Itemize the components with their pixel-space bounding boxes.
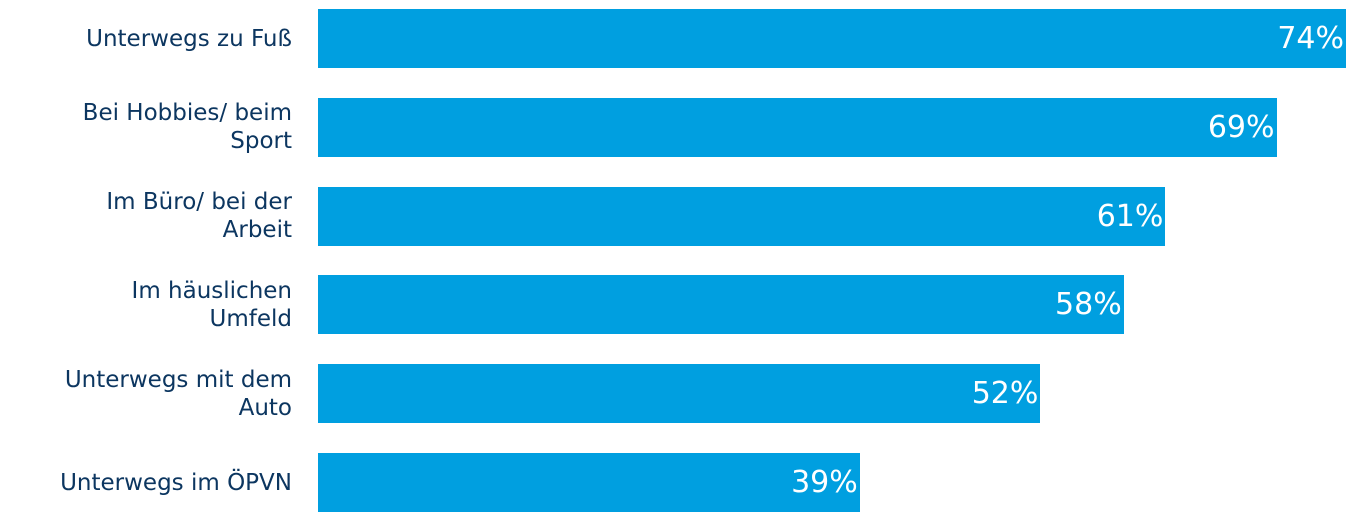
category-label: Im häuslichen Umfeld — [0, 275, 292, 334]
data-label: 74% — [1277, 21, 1344, 56]
category-label: Unterwegs im ÖPVN — [0, 453, 292, 512]
bar: 61% — [318, 186, 1166, 246]
category-label: Unterwegs mit dem Auto — [0, 364, 292, 423]
category-label-text: Im Büro/ bei der Arbeit — [106, 189, 292, 244]
bar: 58% — [318, 275, 1124, 335]
category-label-text: Unterwegs im ÖPVN — [60, 469, 292, 496]
data-label: 58% — [1055, 287, 1122, 323]
category-label-text: Unterwegs zu Fuß — [86, 25, 292, 52]
category-label: Im Büro/ bei der Arbeit — [0, 187, 292, 246]
category-label: Unterwegs zu Fuß — [0, 9, 292, 68]
bar: 74% — [318, 9, 1346, 68]
data-label: 61% — [1096, 198, 1164, 234]
category-label-text: Bei Hobbies/ beim Sport — [82, 100, 292, 155]
category-label: Bei Hobbies/ beim Sport — [0, 98, 292, 157]
bar: 52% — [318, 364, 1041, 424]
bar: 39% — [318, 453, 860, 512]
data-label: 69% — [1207, 109, 1275, 145]
data-label: 52% — [971, 376, 1039, 412]
category-label-text: Im häuslichen Umfeld — [131, 277, 292, 332]
data-label: 39% — [791, 465, 858, 500]
bar: 69% — [318, 97, 1277, 157]
category-label-text: Unterwegs mit dem Auto — [64, 366, 292, 421]
